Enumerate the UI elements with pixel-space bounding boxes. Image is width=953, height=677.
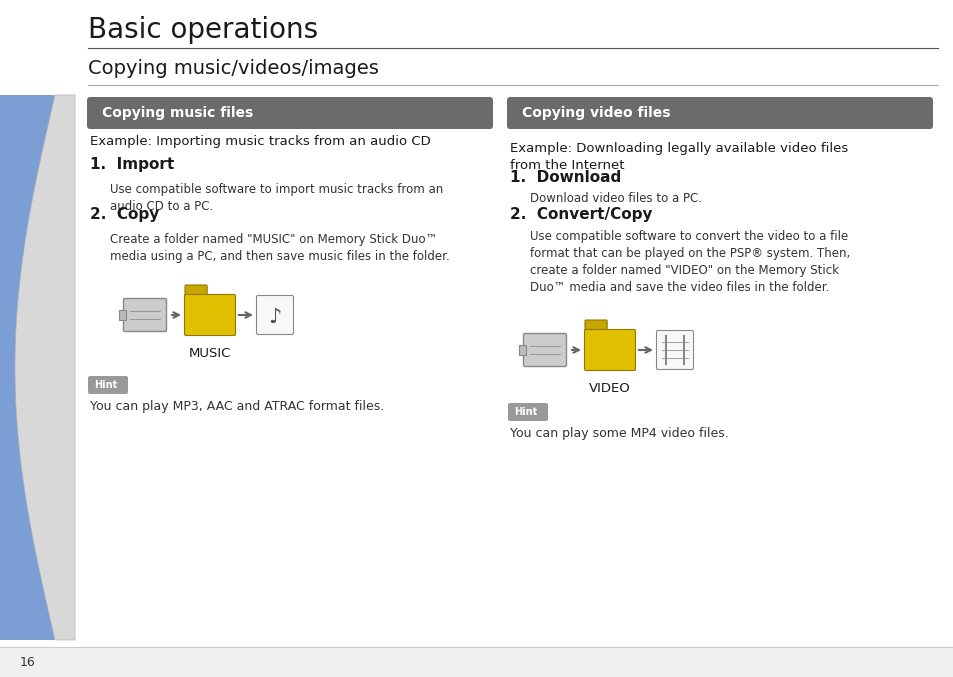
FancyBboxPatch shape (87, 97, 493, 129)
FancyBboxPatch shape (584, 330, 635, 370)
Text: Example: Downloading legally available video files
from the Internet: Example: Downloading legally available v… (510, 142, 847, 172)
Text: Copying music/videos/images: Copying music/videos/images (88, 58, 378, 77)
Text: Download video files to a PC.: Download video files to a PC. (530, 192, 701, 205)
Text: 1.  Import: 1. Import (90, 158, 174, 173)
Bar (119, 310, 126, 320)
Text: 2.  Copy: 2. Copy (90, 207, 159, 223)
Text: Use compatible software to import music tracks from an
audio CD to a PC.: Use compatible software to import music … (110, 183, 443, 213)
Text: Create a folder named "MUSIC" on Memory Stick Duo™
media using a PC, and then sa: Create a folder named "MUSIC" on Memory … (110, 233, 449, 263)
Text: 2.  Convert/Copy: 2. Convert/Copy (510, 207, 652, 223)
Text: 1.  Download: 1. Download (510, 169, 620, 185)
Text: Example: Importing music tracks from an audio CD: Example: Importing music tracks from an … (90, 135, 431, 148)
Text: Copying video files: Copying video files (521, 106, 670, 120)
FancyBboxPatch shape (184, 294, 235, 336)
FancyBboxPatch shape (506, 97, 932, 129)
FancyBboxPatch shape (523, 334, 566, 366)
Bar (0, 647, 953, 677)
FancyBboxPatch shape (88, 376, 128, 394)
Text: Copying music files: Copying music files (102, 106, 253, 120)
Text: Basic operations: Basic operations (88, 16, 317, 44)
Text: Hint: Hint (514, 407, 537, 417)
FancyBboxPatch shape (123, 299, 167, 332)
FancyBboxPatch shape (656, 330, 693, 370)
Bar (518, 345, 525, 355)
Text: You can play some MP4 video files.: You can play some MP4 video files. (510, 427, 728, 440)
Text: VIDEO: VIDEO (589, 382, 630, 395)
Text: You can play MP3, AAC and ATRAC format files.: You can play MP3, AAC and ATRAC format f… (90, 400, 384, 413)
FancyBboxPatch shape (185, 285, 207, 299)
Text: 16: 16 (20, 655, 35, 668)
FancyBboxPatch shape (256, 295, 294, 334)
Polygon shape (15, 95, 75, 640)
Text: MUSIC: MUSIC (189, 347, 231, 360)
Bar (0, 95, 75, 640)
Text: ♪: ♪ (268, 307, 281, 327)
Text: Use compatible software to convert the video to a file
format that can be played: Use compatible software to convert the v… (530, 230, 849, 294)
FancyBboxPatch shape (584, 320, 606, 334)
FancyBboxPatch shape (507, 403, 547, 421)
Text: Hint: Hint (94, 380, 117, 390)
